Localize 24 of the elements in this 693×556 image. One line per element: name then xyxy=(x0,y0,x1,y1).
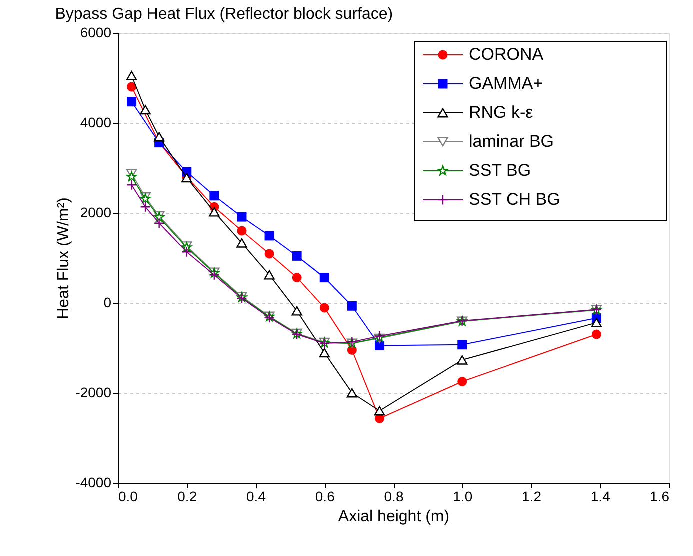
y-axis-title: Heat Flux (W/m²) xyxy=(56,198,73,320)
y-tick-label: -2000 xyxy=(76,384,112,400)
legend-label: RNG k-ε xyxy=(469,103,534,122)
x-axis-title: Axial height (m) xyxy=(338,508,450,526)
legend-label: laminar BG xyxy=(469,132,554,151)
x-tick-label: 0.2 xyxy=(178,488,198,504)
x-tick-label: 1.0 xyxy=(453,488,473,504)
legend-label: SST BG xyxy=(469,161,532,180)
x-tick-label: 1.6 xyxy=(650,488,670,504)
x-tick-label: 1.2 xyxy=(522,488,542,504)
x-tick-label: 0.6 xyxy=(315,488,336,504)
x-tick-label: 0.0 xyxy=(118,488,138,504)
y-tick-label: 6000 xyxy=(80,24,112,40)
x-tick-label: 1.4 xyxy=(590,488,611,504)
x-tick-label: 0.8 xyxy=(384,488,404,504)
chart-title: Bypass Gap Heat Flux (Reflector block surface) xyxy=(55,6,394,23)
legend-label: SST CH BG xyxy=(469,190,560,209)
y-tick-label: -4000 xyxy=(76,474,112,490)
legend-label: GAMMA+ xyxy=(469,74,544,93)
y-tick-label: 2000 xyxy=(80,204,112,220)
y-tick-label: 0 xyxy=(104,294,112,310)
x-tick-label: 0.4 xyxy=(246,488,266,504)
y-tick-label: 4000 xyxy=(80,114,112,130)
legend-label: CORONA xyxy=(469,45,544,64)
